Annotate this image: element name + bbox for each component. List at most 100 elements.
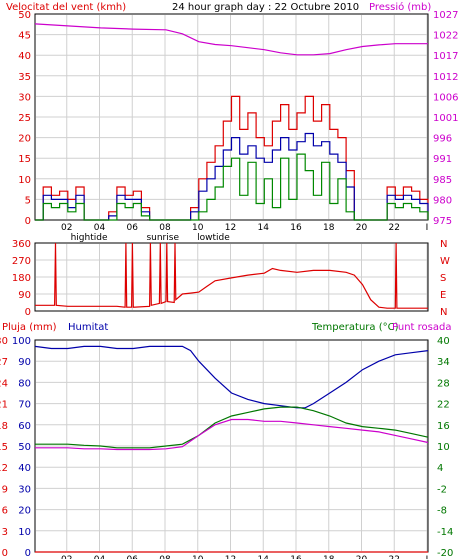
right-axis-tick-label: 1022 (433, 31, 458, 42)
left-axis-tick-label: 20 (18, 134, 31, 145)
x-tick-label: 18 (323, 555, 335, 559)
left-axis-tick-label: 30 (18, 92, 31, 103)
left-axis-tick-label: 40 (18, 463, 31, 474)
x-tick-label: 22 (389, 223, 400, 233)
middle-panel-frame (34, 242, 429, 312)
right-axis-tick-label: 985 (433, 175, 452, 186)
dewpoint-series (35, 418, 429, 451)
left-axis-tick-label: 50 (18, 442, 31, 453)
pressure-axis-title: Pressió (mb) (369, 1, 431, 13)
right-axis-tick-label: -20 (437, 548, 453, 559)
x-tick-label: 02 (61, 223, 72, 233)
x-tick-label: 04 (94, 555, 106, 559)
left-axis-tick-label: 180 (12, 273, 31, 284)
right-axis-tick-label: 40 (437, 336, 450, 347)
x-tick-label: 06 (127, 223, 139, 233)
x-tick-label: 20 (356, 555, 368, 559)
left-axis-tick-label: 0 (2, 548, 8, 559)
left-axis-tick-label: 80 (18, 378, 31, 389)
event-label-lowtide: lowtide (197, 233, 230, 243)
left-axis-tick-label: 0 (25, 216, 31, 227)
x-tick-label: 18 (323, 223, 335, 233)
right-axis-tick-label: 1027 (433, 10, 458, 21)
x-tick-label: 12 (225, 555, 236, 559)
right-axis-tick-label: E (440, 290, 446, 301)
x-tick-label: 08 (159, 555, 171, 559)
right-axis-tick-label: 22 (437, 400, 450, 411)
left-axis-tick-label: 90 (18, 357, 31, 368)
left-axis-tick-label: 15 (18, 154, 31, 165)
right-axis-tick-label: -2 (437, 484, 447, 495)
x-tick-label: 08 (159, 223, 171, 233)
rain-axis-title: Pluja (mm) (2, 322, 57, 333)
left-axis-tick-label: 0 (25, 548, 31, 559)
right-axis-tick-label: N (440, 239, 447, 250)
x-tick-label: 16 (290, 223, 302, 233)
left-axis-tick-label: 10 (18, 175, 31, 186)
temperature-series (35, 406, 429, 449)
x-tick-label: I (426, 223, 429, 233)
right-axis-tick-label: 1001 (433, 113, 458, 124)
left-axis-tick-label: 18 (0, 421, 8, 432)
dewpoint-axis-title: Punt rosada (392, 322, 451, 333)
left-axis-tick-label: 0 (25, 307, 31, 318)
wind-direction-series (35, 242, 428, 309)
right-axis-tick-label: 991 (433, 154, 452, 165)
left-axis-tick-label: 21 (0, 400, 8, 411)
x-tick-label: 12 (225, 223, 236, 233)
right-axis-tick-label: N (440, 307, 447, 318)
left-axis-tick-label: 45 (18, 31, 31, 42)
x-tick-label: 10 (192, 223, 204, 233)
left-axis-tick-label: 5 (25, 195, 31, 206)
right-axis-tick-label: 10 (437, 442, 450, 453)
left-axis-tick-label: 27 (0, 357, 8, 368)
left-axis-tick-label: 270 (12, 256, 31, 267)
right-axis-tick-label: 34 (437, 357, 450, 368)
event-label-hightide: hightide (71, 233, 108, 243)
right-axis-tick-label: W (440, 256, 450, 267)
right-axis-tick-label: 975 (433, 216, 452, 227)
right-axis-tick-label: 28 (437, 378, 450, 389)
wind-speed-series (35, 153, 429, 221)
left-axis-tick-label: 3 (2, 527, 8, 538)
x-tick-label: 04 (94, 223, 106, 233)
left-axis-tick-label: 15 (0, 442, 8, 453)
right-axis-tick-label: 16 (437, 421, 450, 432)
x-tick-label: 10 (192, 555, 204, 559)
right-axis-tick-label: 996 (433, 134, 452, 145)
left-axis-tick-label: 9 (2, 484, 8, 495)
chart-title: 24 hour graph day : 22 Octubre 2010 (172, 2, 359, 13)
x-tick-label: 02 (61, 555, 72, 559)
right-axis-tick-label: 980 (433, 195, 452, 206)
x-tick-label: 14 (258, 223, 270, 233)
left-axis-tick-label: 30 (0, 336, 8, 347)
humidity-axis-title: Humitat (68, 322, 108, 333)
x-tick-label: 16 (290, 555, 302, 559)
top-panel-frame (34, 13, 429, 221)
wind-speed-axis-title: Velocitat del vent (kmh) (6, 2, 126, 13)
left-axis-tick-label: 20 (18, 506, 31, 517)
x-tick-label: 20 (356, 223, 368, 233)
right-axis-tick-label: 1012 (433, 72, 458, 83)
left-axis-tick-label: 60 (18, 421, 31, 432)
left-axis-tick-label: 24 (0, 378, 8, 389)
event-label-sunrise: sunrise (146, 233, 179, 243)
left-axis-tick-label: 40 (18, 51, 31, 62)
right-axis-tick-label: S (440, 273, 446, 284)
left-axis-tick-label: 25 (18, 113, 31, 124)
humidity-series (34, 345, 429, 409)
x-tick-label: 22 (389, 555, 400, 559)
right-axis-tick-label: -14 (437, 527, 453, 538)
left-axis-tick-label: 10 (18, 527, 31, 538)
left-axis-tick-label: 70 (18, 400, 31, 411)
pressure-series (34, 23, 428, 56)
temperature-axis-title: Temperatura (°C) (311, 322, 399, 333)
right-axis-tick-label: 1006 (433, 92, 458, 103)
left-axis-tick-label: 30 (18, 484, 31, 495)
left-axis-tick-label: 50 (18, 10, 31, 21)
left-axis-tick-label: 100 (12, 336, 31, 347)
wind-average-series (35, 132, 429, 221)
left-axis-tick-label: 360 (12, 239, 31, 250)
